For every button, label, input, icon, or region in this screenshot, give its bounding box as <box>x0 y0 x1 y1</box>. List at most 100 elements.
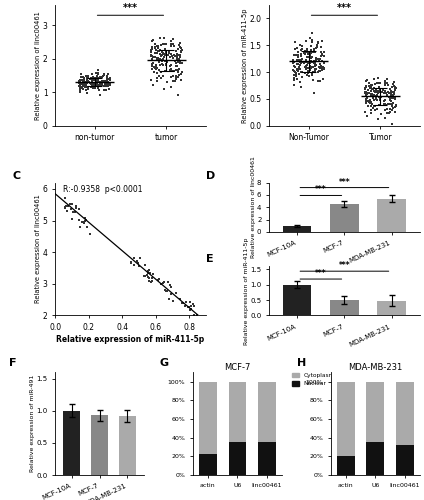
Point <box>171 78 178 86</box>
Point <box>309 48 316 56</box>
Point <box>148 55 155 63</box>
Point <box>152 64 159 72</box>
Point <box>311 48 318 56</box>
Point <box>381 88 388 96</box>
Point <box>97 91 103 99</box>
Point <box>290 58 296 66</box>
Point <box>300 60 307 68</box>
Point <box>107 76 114 84</box>
Text: G: G <box>159 358 168 368</box>
Point <box>103 82 110 90</box>
Point <box>386 108 393 116</box>
Point <box>167 283 174 291</box>
Point <box>391 94 398 102</box>
Point <box>75 78 82 86</box>
Point <box>69 200 75 208</box>
Point <box>89 78 95 86</box>
Text: C: C <box>13 170 21 180</box>
Point <box>95 70 101 78</box>
Point <box>81 84 88 92</box>
Point <box>100 72 106 80</box>
Point <box>84 82 91 90</box>
Point <box>182 302 189 310</box>
Point <box>362 89 368 97</box>
Point <box>79 83 86 91</box>
Point <box>168 290 175 298</box>
Point <box>176 55 183 63</box>
Point <box>89 74 96 82</box>
Point <box>91 76 98 84</box>
Point <box>315 55 322 63</box>
Point <box>167 42 174 50</box>
Point <box>147 76 154 84</box>
Point <box>177 44 184 52</box>
Point <box>169 52 176 60</box>
Point <box>89 78 96 86</box>
Point <box>371 96 378 104</box>
Point <box>67 200 74 208</box>
Point <box>83 78 90 86</box>
Point <box>292 45 298 53</box>
Bar <box>330 300 359 316</box>
Point <box>75 216 82 224</box>
Point <box>294 44 301 52</box>
Point <box>390 91 396 99</box>
Bar <box>337 456 354 475</box>
Bar <box>229 442 246 475</box>
Y-axis label: Relative expression of linc00461: Relative expression of linc00461 <box>35 194 41 304</box>
Point <box>388 92 394 100</box>
Point <box>313 55 320 63</box>
Point <box>376 93 382 101</box>
Point <box>365 102 371 110</box>
Point <box>310 76 316 84</box>
Point <box>389 106 396 114</box>
Point <box>301 69 308 77</box>
Bar <box>199 382 217 454</box>
Point <box>148 52 154 60</box>
Point <box>151 52 158 60</box>
Point <box>317 54 324 62</box>
Point <box>363 99 370 107</box>
Point <box>187 306 193 314</box>
Point <box>387 94 393 102</box>
Point <box>302 65 309 73</box>
Point <box>179 68 185 76</box>
Point <box>169 40 176 48</box>
Point <box>173 50 180 58</box>
Point <box>298 42 305 50</box>
Point <box>373 96 380 104</box>
Point <box>178 68 185 76</box>
Point <box>385 109 392 117</box>
Point <box>293 56 300 64</box>
Point <box>383 104 390 112</box>
Point <box>307 54 314 62</box>
Point <box>368 108 375 116</box>
Point <box>161 86 167 94</box>
Point <box>364 76 371 84</box>
Point <box>319 63 326 71</box>
Point <box>376 84 383 92</box>
Point <box>91 79 98 87</box>
Point <box>84 82 91 90</box>
Point <box>306 53 313 61</box>
Point <box>369 94 376 102</box>
Point <box>305 60 312 68</box>
Point <box>163 78 170 86</box>
Point <box>173 56 180 64</box>
Point <box>176 53 183 61</box>
Point <box>162 286 168 294</box>
Point <box>64 207 71 215</box>
Point <box>298 46 305 54</box>
Point <box>298 52 305 60</box>
Point <box>390 104 396 112</box>
Point <box>163 51 170 59</box>
Point <box>100 82 107 90</box>
Point <box>94 78 100 86</box>
Point <box>188 302 195 310</box>
Point <box>85 77 92 85</box>
Point <box>383 101 390 109</box>
Point <box>316 64 323 72</box>
Point <box>298 56 305 64</box>
Point <box>296 70 302 78</box>
Point <box>368 85 375 93</box>
